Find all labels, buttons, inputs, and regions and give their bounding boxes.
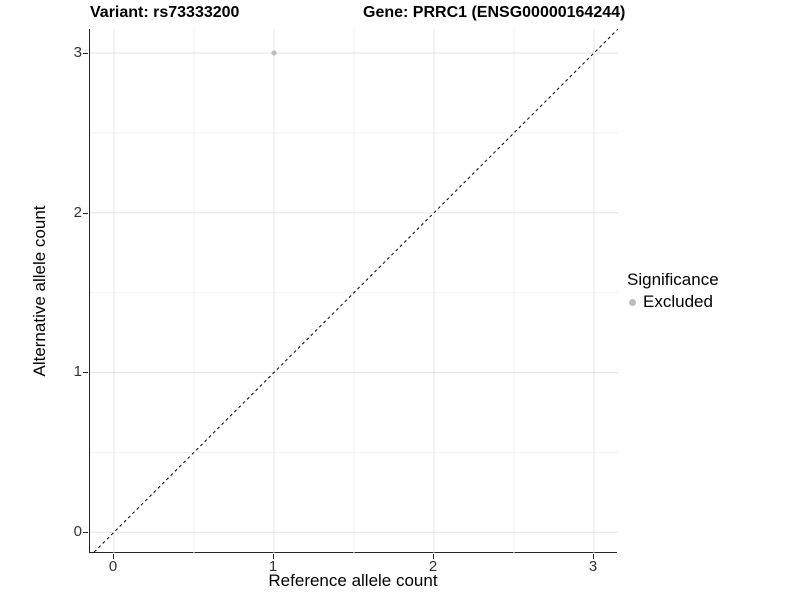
x-axis-title: Reference allele count bbox=[268, 571, 438, 590]
y-tick-label: 1 bbox=[73, 363, 82, 381]
x-tick-label: 1 bbox=[268, 558, 278, 575]
x-tick-label: 3 bbox=[588, 558, 598, 575]
y-tick-mark bbox=[83, 372, 88, 374]
y-tick-label: 0 bbox=[73, 523, 82, 541]
variant-title: Variant: rs73333200 bbox=[90, 4, 240, 21]
legend-entry-excluded: Excluded bbox=[627, 292, 797, 312]
x-tick-label: 0 bbox=[108, 558, 118, 575]
x-tick-mark bbox=[593, 554, 594, 559]
y-tick-mark bbox=[83, 52, 88, 54]
legend: Significance Excluded bbox=[627, 270, 797, 312]
y-tick-mark bbox=[83, 212, 88, 214]
legend-key-dot-icon bbox=[629, 298, 636, 306]
gene-title: Gene: PRRC1 (ENSG00000164244) bbox=[363, 4, 626, 21]
legend-entry-label: Excluded bbox=[643, 292, 713, 311]
y-tick-label: 2 bbox=[73, 203, 82, 221]
plot-area-svg bbox=[90, 29, 618, 553]
x-tick-label: 2 bbox=[428, 558, 438, 575]
y-tick-label: 3 bbox=[73, 43, 82, 61]
y-axis-title: Alternative allele count bbox=[30, 205, 49, 377]
x-tick-mark bbox=[113, 554, 114, 559]
legend-title: Significance bbox=[627, 270, 719, 289]
identity-dashed-line bbox=[92, 29, 618, 553]
x-tick-mark bbox=[273, 554, 274, 559]
y-tick-mark bbox=[83, 532, 88, 534]
data-point bbox=[271, 50, 277, 56]
chart-panel bbox=[89, 29, 618, 553]
x-tick-mark bbox=[433, 554, 434, 559]
